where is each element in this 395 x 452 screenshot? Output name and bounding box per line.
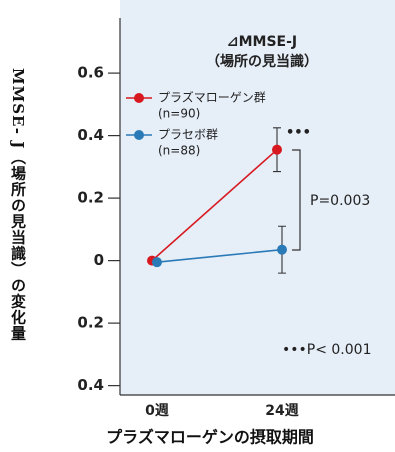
y-tick-label: 0.4	[77, 376, 104, 394]
legend-label: プラズマローゲン群	[158, 90, 266, 105]
legend-label: プラセボ群	[158, 128, 218, 142]
significance-bracket	[292, 149, 301, 251]
legend-marker	[134, 93, 144, 103]
legend-note: (n=88)	[158, 144, 200, 158]
series-line	[156, 248, 283, 263]
x-tick-label: 24週	[265, 403, 298, 419]
y-tick-label: 0.2	[77, 314, 104, 332]
legend-note: (n=90)	[158, 107, 200, 121]
annotation: •••P< 0.001	[282, 342, 371, 358]
x-axis-label: プラズマローゲンの摂取期間	[106, 428, 314, 447]
data-point	[272, 144, 282, 155]
series-line	[151, 149, 278, 262]
chart-title: ⊿MMSE-J	[227, 34, 297, 50]
y-tick-label: 0.2	[77, 189, 104, 207]
y-tick-label: 0.6	[77, 64, 104, 82]
x-tick-label: 0週	[145, 403, 169, 419]
y-tick-label: 0	[94, 251, 104, 269]
data-point	[152, 257, 162, 268]
chart-subtitle: （場所の見当識）	[206, 53, 318, 70]
data-point	[277, 244, 287, 255]
annotation: •••	[286, 126, 311, 141]
annotation: P=0.003	[310, 193, 370, 209]
y-axis-label: MMSE- J（場所の見当識）の変化量	[9, 68, 27, 342]
legend-marker	[134, 130, 144, 140]
plot-background	[120, 0, 395, 395]
y-tick-label: 0.4	[77, 126, 104, 144]
